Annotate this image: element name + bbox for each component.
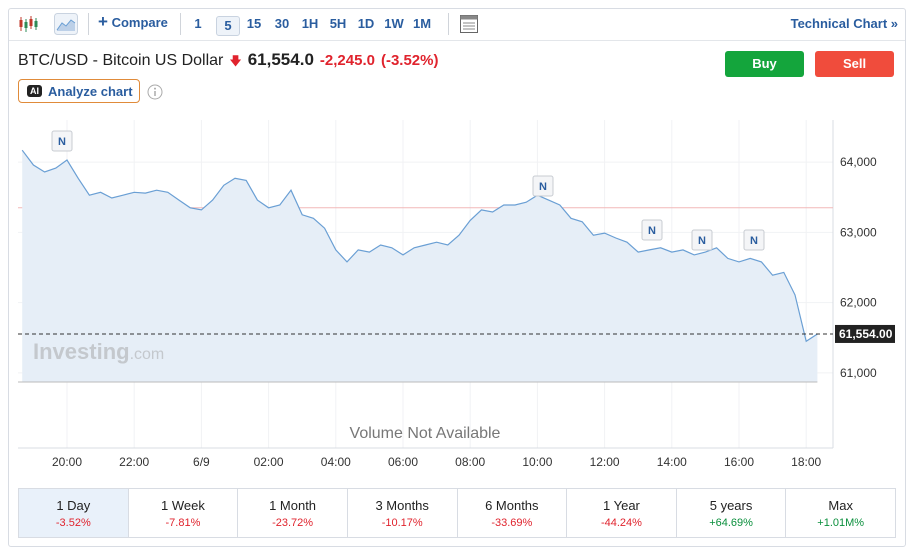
period-change: +1.01M% xyxy=(817,517,865,529)
period-label: Max xyxy=(828,498,853,513)
news-marker xyxy=(691,229,713,251)
period-label: 1 Year xyxy=(603,498,640,513)
timeframe-button[interactable]: 5 xyxy=(216,16,240,36)
period-label: 3 Months xyxy=(375,498,429,513)
news-marker xyxy=(641,219,663,241)
news-marker xyxy=(743,229,765,251)
period-change: -10.17% xyxy=(381,517,423,529)
separator xyxy=(448,13,449,35)
x-tick-label: 10:00 xyxy=(522,455,552,469)
timeframe-button[interactable]: 1H xyxy=(301,16,319,31)
news-marker-label: N xyxy=(698,235,706,247)
info-icon[interactable] xyxy=(147,84,163,100)
period-cell[interactable]: 1 Week -7.81% xyxy=(129,489,239,537)
price-change: -2,245.0 xyxy=(319,52,375,69)
analyze-chart-button[interactable]: AI Analyze chart xyxy=(18,79,140,103)
period-label: 5 years xyxy=(709,498,753,513)
analyze-label: Analyze chart xyxy=(48,83,133,99)
period-cell[interactable]: 1 Year -44.24% xyxy=(567,489,677,537)
y-tick-label: 62,000 xyxy=(840,296,877,310)
period-label: 1 Day xyxy=(56,498,91,513)
period-label: 1 Week xyxy=(161,498,205,513)
x-tick-label: 02:00 xyxy=(254,455,284,469)
period-change: -44.24% xyxy=(600,517,642,529)
price-chart: 20:00 22:00 6/9 02:00 04:00 06:00 08:00 10:00 12… xyxy=(18,120,895,469)
y-tick-label: 61,000 xyxy=(840,366,877,380)
layout-icon[interactable] xyxy=(459,14,479,34)
x-tick-label: 20:00 xyxy=(52,455,82,469)
y-tick-label: 63,000 xyxy=(840,225,877,239)
timeframe-button[interactable]: 30 xyxy=(274,16,290,31)
x-tick-label: 18:00 xyxy=(791,455,821,469)
toolbar-divider xyxy=(9,40,905,41)
x-tick-label: 12:00 xyxy=(590,455,620,469)
ai-badge: AI xyxy=(27,85,42,97)
period-change: -7.81% xyxy=(165,517,201,529)
watermark-suffix: .com xyxy=(130,346,165,363)
timeframe-button[interactable]: 1M xyxy=(412,16,432,31)
candles-icon[interactable] xyxy=(18,14,42,34)
buy-button[interactable]: Buy xyxy=(725,51,804,77)
watermark-brand: Investing xyxy=(33,339,130,364)
period-change: +64.69% xyxy=(709,517,753,529)
timeframe-button[interactable]: 5H xyxy=(329,16,347,31)
period-label: 6 Months xyxy=(485,498,539,513)
instrument-header: BTC/USD - Bitcoin US Dollar 🡇 61,554.0 -… xyxy=(18,50,438,73)
news-marker xyxy=(51,130,73,152)
timeframe-button[interactable]: 15 xyxy=(246,16,262,31)
timeframe-button[interactable]: 1W xyxy=(384,16,404,31)
x-tick-label: 08:00 xyxy=(455,455,485,469)
period-label: 1 Month xyxy=(269,498,317,513)
x-tick-label: 16:00 xyxy=(724,455,754,469)
period-performance: 1 Day -3.52% 1 Week -7.81% 1 Month -23.72% 3 M… xyxy=(18,488,896,538)
separator xyxy=(180,13,181,35)
price-change-percent: (-3.52%) xyxy=(380,52,439,69)
news-marker-label: N xyxy=(539,181,547,193)
period-cell[interactable]: Max +1.01M% xyxy=(786,489,895,537)
x-tick-label: 04:00 xyxy=(321,455,351,469)
compare-label: Compare xyxy=(111,15,168,30)
price-line xyxy=(21,149,818,343)
technical-chart-link[interactable]: Technical Chart » xyxy=(790,16,898,31)
area xyxy=(22,150,818,382)
x-tick-label: 6/9 xyxy=(193,455,210,469)
news-marker-label: N xyxy=(750,235,758,247)
y-tick-label: 64,000 xyxy=(840,155,877,169)
period-cell[interactable]: 3 Months -10.17% xyxy=(348,489,458,537)
x-tick-label: 06:00 xyxy=(388,455,418,469)
volume-note: Volume Not Available xyxy=(350,425,501,442)
news-marker-label: N xyxy=(648,225,656,237)
x-tick-label: 22:00 xyxy=(119,455,149,469)
period-cell[interactable]: 1 Month -23.72% xyxy=(238,489,348,537)
price: 61,554.0 xyxy=(247,50,314,69)
down-arrow: 🡇 xyxy=(229,54,242,68)
period-cell[interactable]: 1 Day -3.52% xyxy=(19,489,129,537)
watermark: Investing.com xyxy=(33,339,164,364)
last-price-box xyxy=(835,324,895,343)
compare-button[interactable]: + Compare xyxy=(98,12,168,31)
news-marker-label: N xyxy=(58,136,66,148)
period-change: -33.69% xyxy=(491,517,533,529)
news-marker xyxy=(532,175,554,197)
timeframe-button[interactable]: 1D xyxy=(357,16,375,31)
instrument-title: BTC/USD - Bitcoin US Dollar xyxy=(18,52,224,69)
sell-button[interactable]: Sell xyxy=(815,51,894,77)
area-icon[interactable] xyxy=(54,13,78,35)
timeframe-button[interactable]: 1 xyxy=(194,16,202,31)
period-cell[interactable]: 6 Months -33.69% xyxy=(458,489,568,537)
last-price-label: 61,554.00 xyxy=(839,327,893,341)
separator xyxy=(88,13,89,35)
widget-frame xyxy=(8,8,906,547)
period-cell[interactable]: 5 years +64.69% xyxy=(677,489,787,537)
x-tick-label: 14:00 xyxy=(657,455,687,469)
period-change: -23.72% xyxy=(272,517,314,529)
period-change: -3.52% xyxy=(55,517,91,529)
